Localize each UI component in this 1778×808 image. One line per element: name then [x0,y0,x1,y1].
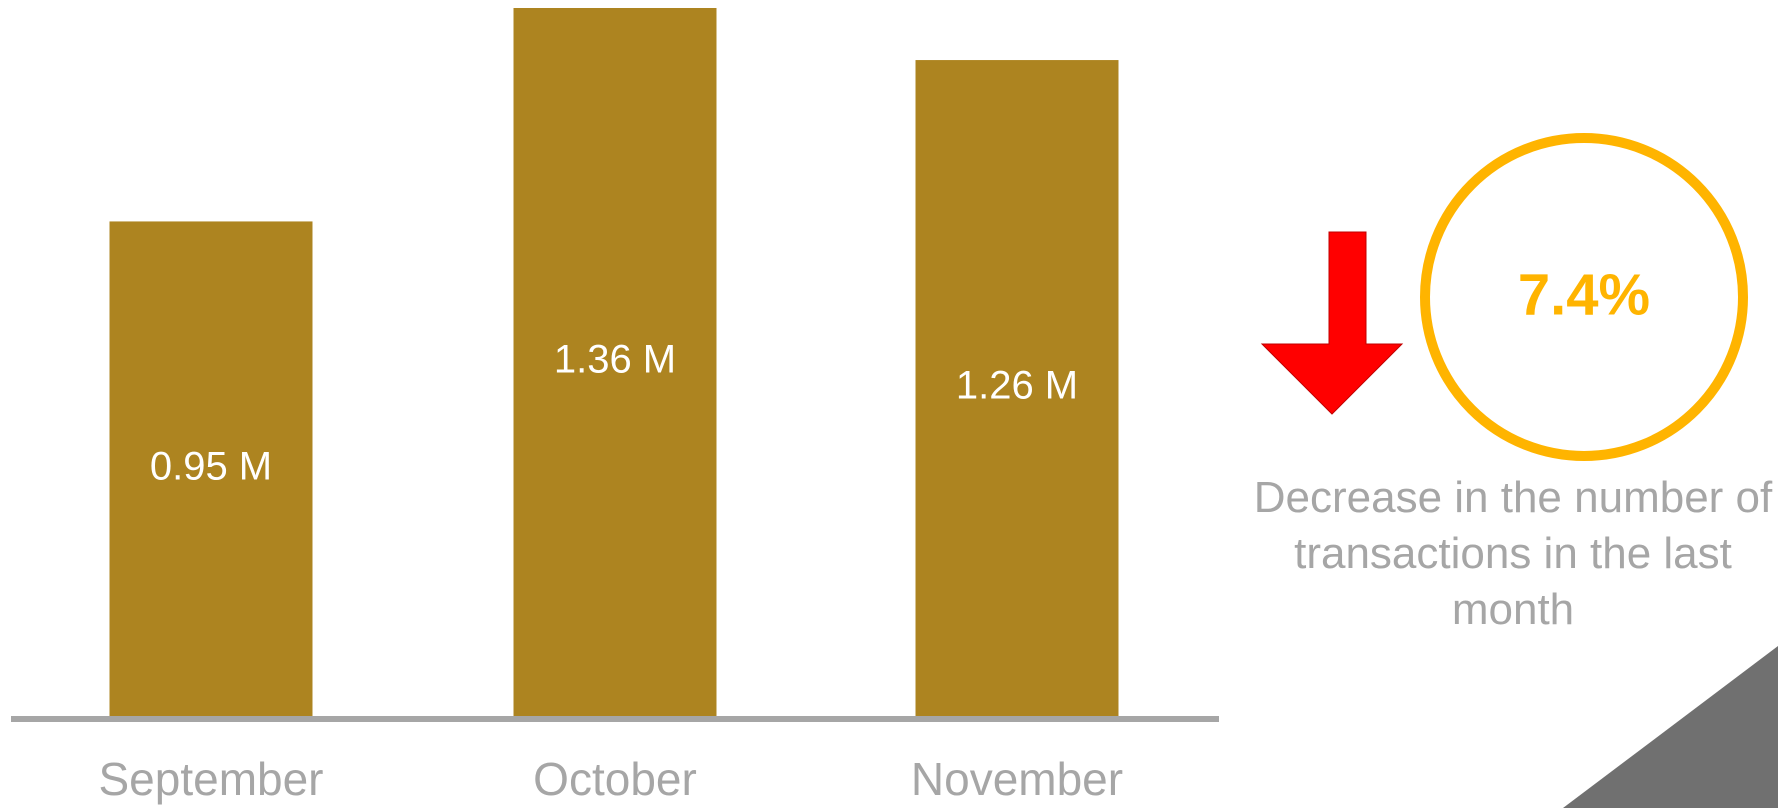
kpi-value: 7.4% [1518,262,1650,327]
x-tick-label: October [533,753,697,805]
kpi-circle [1420,133,1748,461]
bar [915,60,1119,716]
corner-decoration [1563,646,1778,808]
kpi-caption: Decrease in the number of transactions i… [1253,473,1773,634]
x-tick-label: November [911,753,1123,805]
value-label: 1.26 M [956,364,1078,408]
x-tick-label: September [98,753,323,805]
down-arrow [1260,231,1404,415]
bar [513,8,717,716]
value-label: 0.95 M [150,444,272,488]
bar [109,221,313,717]
value-label: 1.36 M [554,338,676,382]
